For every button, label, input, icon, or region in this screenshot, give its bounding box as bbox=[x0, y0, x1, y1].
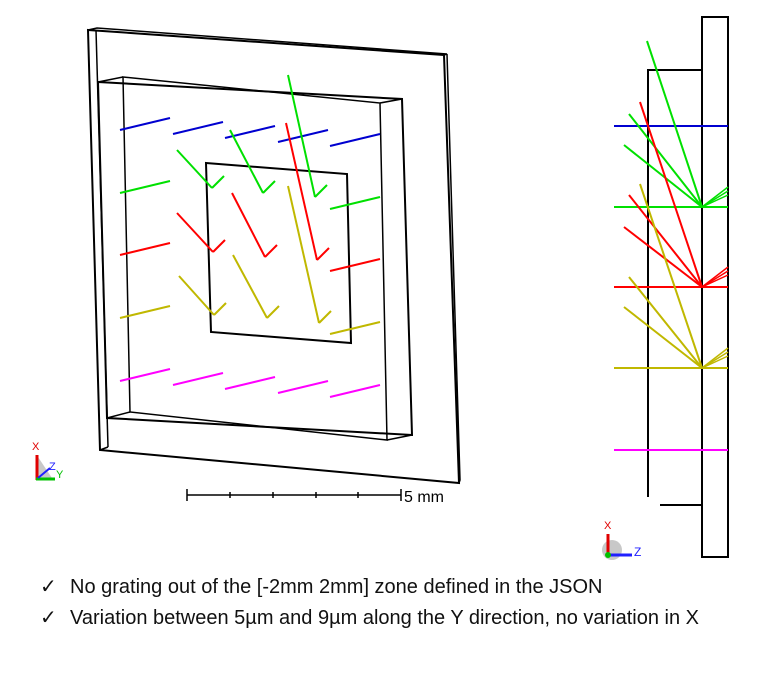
grating-zone-square bbox=[204, 161, 353, 345]
frame-edge bbox=[97, 76, 124, 83]
diffracted-ray-fan bbox=[623, 144, 703, 208]
ray-segment bbox=[277, 380, 329, 394]
axis-x-label: X bbox=[604, 520, 612, 532]
diffracted-ray-fan bbox=[628, 194, 703, 288]
ray-segment bbox=[119, 305, 171, 319]
transmitted-ray bbox=[701, 266, 729, 288]
note-text: Variation between 5µm and 9µm along the … bbox=[70, 607, 699, 629]
frame-edge bbox=[386, 434, 413, 441]
outer-plate-front bbox=[86, 28, 461, 485]
ray-segment bbox=[329, 384, 381, 398]
diffracted-ray-hook bbox=[318, 310, 332, 324]
diffracted-ray bbox=[287, 185, 320, 324]
diffracted-ray-hook bbox=[262, 180, 276, 194]
notes-list: ✓ No grating out of the [-2mm 2mm] zone … bbox=[40, 572, 760, 634]
axis-z-label: Z bbox=[634, 545, 641, 559]
scale-bar bbox=[186, 489, 402, 501]
diffracted-ray-fan bbox=[628, 276, 703, 369]
ray-segment bbox=[277, 129, 329, 143]
ray-segment bbox=[172, 372, 224, 386]
diffracted-ray bbox=[178, 275, 215, 316]
ray-segment bbox=[329, 258, 381, 272]
diffracted-ray-fan bbox=[623, 306, 703, 369]
diffracted-ray-hook bbox=[213, 302, 227, 316]
diffracted-ray-hook bbox=[211, 175, 225, 189]
note-item: ✓ No grating out of the [-2mm 2mm] zone … bbox=[40, 572, 760, 603]
diffracted-ray-hook bbox=[264, 244, 278, 258]
diffracted-ray bbox=[287, 74, 316, 198]
note-text: No grating out of the [-2mm 2mm] zone de… bbox=[70, 576, 603, 598]
diffracted-ray-hook bbox=[212, 239, 226, 253]
ray-segment bbox=[119, 180, 171, 194]
diffracted-ray bbox=[231, 192, 266, 258]
axis-triad-left: X Y Z bbox=[32, 441, 64, 481]
ray-segment bbox=[172, 121, 224, 135]
axis-x-label: X bbox=[32, 441, 40, 453]
diffracted-ray-hook bbox=[314, 184, 328, 198]
frame-profile bbox=[647, 69, 702, 497]
diffracted-ray bbox=[232, 254, 268, 319]
check-icon: ✓ bbox=[40, 576, 57, 598]
diffracted-ray-hook bbox=[266, 305, 280, 319]
outer-plate-edge bbox=[87, 27, 448, 56]
diffracted-ray-fan bbox=[646, 40, 703, 208]
ray-segment bbox=[119, 368, 171, 382]
ray-segment bbox=[119, 242, 171, 256]
axis-z-label: Z bbox=[49, 461, 56, 473]
diffracted-ray-hook bbox=[316, 247, 330, 261]
diffracted-ray bbox=[229, 129, 264, 194]
diffracted-ray bbox=[176, 149, 213, 189]
diffracted-ray bbox=[176, 212, 214, 253]
diffracted-ray-fan bbox=[628, 113, 703, 208]
outer-plate-edge-bottom bbox=[99, 446, 109, 451]
ray-segment bbox=[119, 117, 171, 131]
frame-edge bbox=[379, 98, 403, 104]
axis-triad-right: X Z bbox=[602, 520, 641, 560]
diffracted-ray-fan bbox=[639, 101, 703, 288]
front-view bbox=[86, 27, 461, 501]
note-item: ✓ Variation between 5µm and 9µm along th… bbox=[40, 603, 760, 634]
ray-segment bbox=[224, 376, 276, 390]
transmitted-ray bbox=[701, 186, 729, 208]
outer-plate-edge-right bbox=[446, 53, 461, 484]
frame-edge bbox=[106, 411, 131, 419]
side-view bbox=[614, 16, 729, 558]
diffracted-ray bbox=[285, 122, 318, 261]
diffracted-ray-fan bbox=[623, 226, 703, 288]
diffracted-ray-fan bbox=[639, 183, 703, 369]
check-icon: ✓ bbox=[40, 607, 57, 629]
transmitted-ray bbox=[701, 347, 729, 369]
ray-segment bbox=[329, 133, 381, 147]
ray-segment bbox=[329, 321, 381, 335]
axis-y-label: Y bbox=[56, 469, 64, 481]
scale-bar-label: 5 mm bbox=[404, 489, 444, 506]
ray-segment bbox=[329, 196, 381, 210]
